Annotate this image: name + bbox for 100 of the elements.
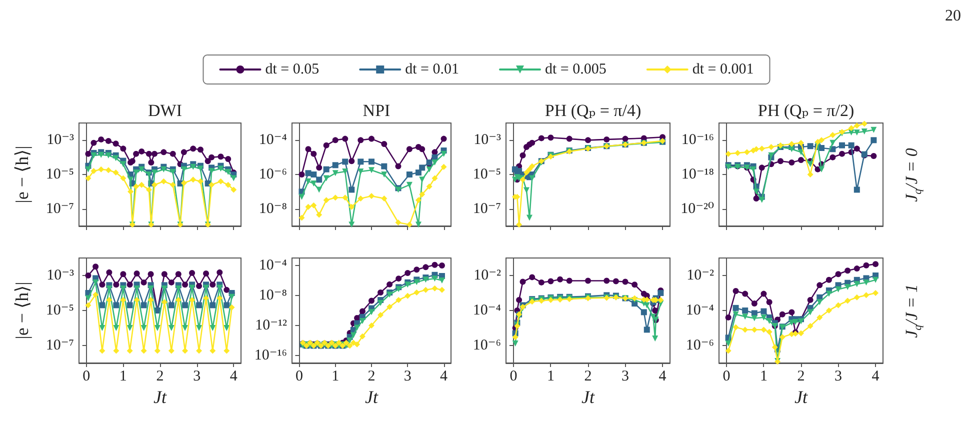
point bbox=[835, 302, 842, 308]
y-tick-label: 10⁻¹⁶ bbox=[254, 348, 287, 364]
point bbox=[126, 302, 133, 308]
point bbox=[310, 150, 317, 157]
point bbox=[585, 137, 591, 144]
point bbox=[622, 278, 628, 285]
y-tick-label: 10⁻⁴ bbox=[258, 132, 287, 148]
point bbox=[368, 136, 374, 142]
point bbox=[134, 270, 140, 277]
point bbox=[406, 182, 412, 188]
point bbox=[348, 204, 355, 210]
point bbox=[432, 262, 438, 268]
point bbox=[520, 152, 526, 158]
point bbox=[210, 325, 216, 331]
point bbox=[744, 149, 750, 156]
y-tick-label: 10⁻⁸ bbox=[258, 200, 287, 217]
point bbox=[189, 270, 196, 276]
point bbox=[160, 178, 167, 184]
point bbox=[332, 137, 338, 144]
point bbox=[753, 196, 760, 202]
x-tick-label: 2 bbox=[584, 368, 592, 384]
point bbox=[529, 163, 536, 170]
point bbox=[854, 122, 860, 129]
legend-label: dt = 0.05 bbox=[265, 62, 320, 78]
point bbox=[350, 332, 356, 338]
point bbox=[225, 182, 232, 188]
point bbox=[140, 279, 147, 286]
point bbox=[332, 194, 338, 201]
point bbox=[414, 290, 420, 296]
point bbox=[316, 164, 322, 171]
point bbox=[798, 330, 804, 336]
point bbox=[154, 325, 160, 331]
point bbox=[332, 162, 338, 168]
point bbox=[732, 304, 739, 311]
legend-label: dt = 0.01 bbox=[405, 62, 460, 78]
point bbox=[99, 282, 106, 288]
point bbox=[120, 296, 126, 303]
point bbox=[725, 314, 732, 320]
point bbox=[415, 222, 422, 228]
x-axis-title: Jt bbox=[794, 387, 808, 407]
point bbox=[526, 214, 532, 221]
y-tick-label: 10⁻⁷ bbox=[472, 200, 501, 217]
x-tick-label: 4 bbox=[440, 368, 448, 384]
point bbox=[414, 266, 420, 273]
point bbox=[168, 279, 174, 286]
x-tick-label: 3 bbox=[622, 368, 630, 384]
point bbox=[844, 284, 851, 290]
point bbox=[548, 278, 554, 284]
point bbox=[753, 188, 760, 195]
point bbox=[826, 290, 832, 297]
point bbox=[180, 149, 187, 156]
point bbox=[203, 270, 210, 277]
y-tick-label: 10⁻² bbox=[474, 268, 502, 284]
point bbox=[90, 140, 97, 146]
point bbox=[98, 152, 104, 158]
point bbox=[218, 154, 224, 160]
y-tick-label: 10⁻¹⁶ bbox=[681, 132, 714, 148]
point bbox=[106, 269, 112, 276]
point bbox=[432, 285, 438, 292]
point bbox=[386, 281, 393, 288]
point bbox=[751, 315, 758, 322]
point bbox=[432, 175, 438, 182]
point bbox=[98, 136, 104, 142]
point bbox=[419, 191, 426, 198]
x-axis-title: Jt bbox=[154, 387, 168, 407]
point bbox=[354, 341, 360, 348]
point bbox=[632, 282, 638, 288]
point bbox=[113, 282, 120, 288]
x-tick-label: 4 bbox=[658, 368, 667, 384]
point bbox=[310, 180, 317, 186]
x-tick-label: 2 bbox=[797, 368, 805, 384]
point bbox=[190, 164, 196, 170]
point bbox=[406, 172, 412, 178]
point bbox=[168, 325, 174, 331]
point bbox=[113, 325, 120, 331]
point bbox=[310, 172, 317, 178]
point bbox=[414, 279, 420, 286]
y-tick-label: 10⁻¹² bbox=[255, 318, 288, 334]
point bbox=[750, 166, 756, 172]
point bbox=[120, 175, 126, 182]
point bbox=[863, 292, 870, 298]
point bbox=[566, 278, 572, 284]
point bbox=[230, 175, 237, 182]
point bbox=[146, 186, 152, 193]
point bbox=[140, 302, 147, 308]
point bbox=[148, 271, 154, 278]
point bbox=[151, 182, 158, 188]
point bbox=[323, 175, 330, 182]
legend-label: dt = 0.001 bbox=[692, 62, 754, 78]
point bbox=[190, 176, 196, 183]
point bbox=[386, 304, 393, 310]
point bbox=[190, 146, 196, 152]
y-tick-label: 10⁻⁵ bbox=[46, 166, 74, 182]
point bbox=[792, 319, 798, 326]
text: 20 bbox=[945, 8, 961, 24]
point bbox=[230, 186, 237, 193]
point bbox=[298, 172, 305, 178]
point bbox=[854, 146, 860, 152]
point bbox=[844, 298, 851, 304]
point bbox=[768, 144, 774, 150]
